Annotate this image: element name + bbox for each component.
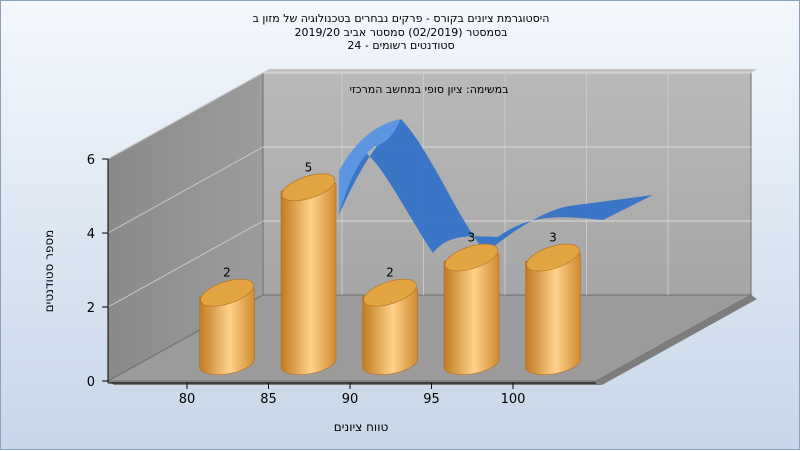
x-tick-label: 95 <box>423 392 440 407</box>
bar-value-label: 3 <box>468 231 476 245</box>
back-wall-top <box>263 69 757 73</box>
x-axis-ticks: 80 85 90 95 100 <box>179 383 526 407</box>
bar-cap <box>200 278 254 307</box>
x-tick-label: 100 <box>501 392 526 407</box>
x-tick-label: 80 <box>179 392 196 407</box>
chart-subtitle: במשימה: ציון סופי במחשב המרכזי <box>349 83 508 96</box>
bar <box>362 278 418 375</box>
chart-title-line-2: בסמסטר (02/2019) סמסטר אביב 2019/20 <box>294 26 507 39</box>
grid-line-side <box>107 72 264 160</box>
data-labels: 2 5 2 3 3 <box>223 160 557 279</box>
grid-lines <box>107 72 751 308</box>
bar-body <box>525 253 581 375</box>
bar <box>443 243 500 375</box>
y-tick-label: 2 <box>87 301 95 316</box>
chart-title-line-3: סטודנטים רשומים - 24 <box>347 39 454 52</box>
x-tick-label: 90 <box>342 392 359 407</box>
bar-body <box>443 253 500 375</box>
bar-body <box>362 288 418 375</box>
bar-value-label: 2 <box>386 266 394 280</box>
grid-line-side <box>107 146 264 234</box>
bar <box>525 243 581 375</box>
bar <box>199 278 255 375</box>
bar-body <box>280 183 337 375</box>
y-tick-label: 4 <box>87 227 95 242</box>
y-tick-label: 0 <box>87 375 95 390</box>
y-axis-label: מספר סטודנטים <box>42 230 56 313</box>
grid-line-side <box>107 220 264 308</box>
floor-edge-right <box>596 295 757 385</box>
bar-cap <box>281 173 336 202</box>
bar-cap <box>363 278 417 307</box>
bar <box>280 173 337 375</box>
y-axis-ticks: 0 2 4 6 <box>87 153 108 390</box>
bar-cap <box>444 243 499 272</box>
x-axis-label: טווח ציונים <box>334 420 389 434</box>
x-tick-label: 85 <box>260 392 277 407</box>
bar-value-label: 3 <box>549 231 557 245</box>
y-tick-label: 6 <box>87 153 95 168</box>
chart-title-line-1: היסטוגרמת ציונים בקורס - פרקים נבחרים בט… <box>253 12 550 25</box>
bar-body <box>199 288 255 375</box>
bar-value-label: 2 <box>223 266 231 280</box>
trend-ribbon <box>339 119 653 253</box>
bar-value-label: 5 <box>305 160 313 174</box>
bar-cap <box>526 243 580 272</box>
bars <box>199 173 581 375</box>
